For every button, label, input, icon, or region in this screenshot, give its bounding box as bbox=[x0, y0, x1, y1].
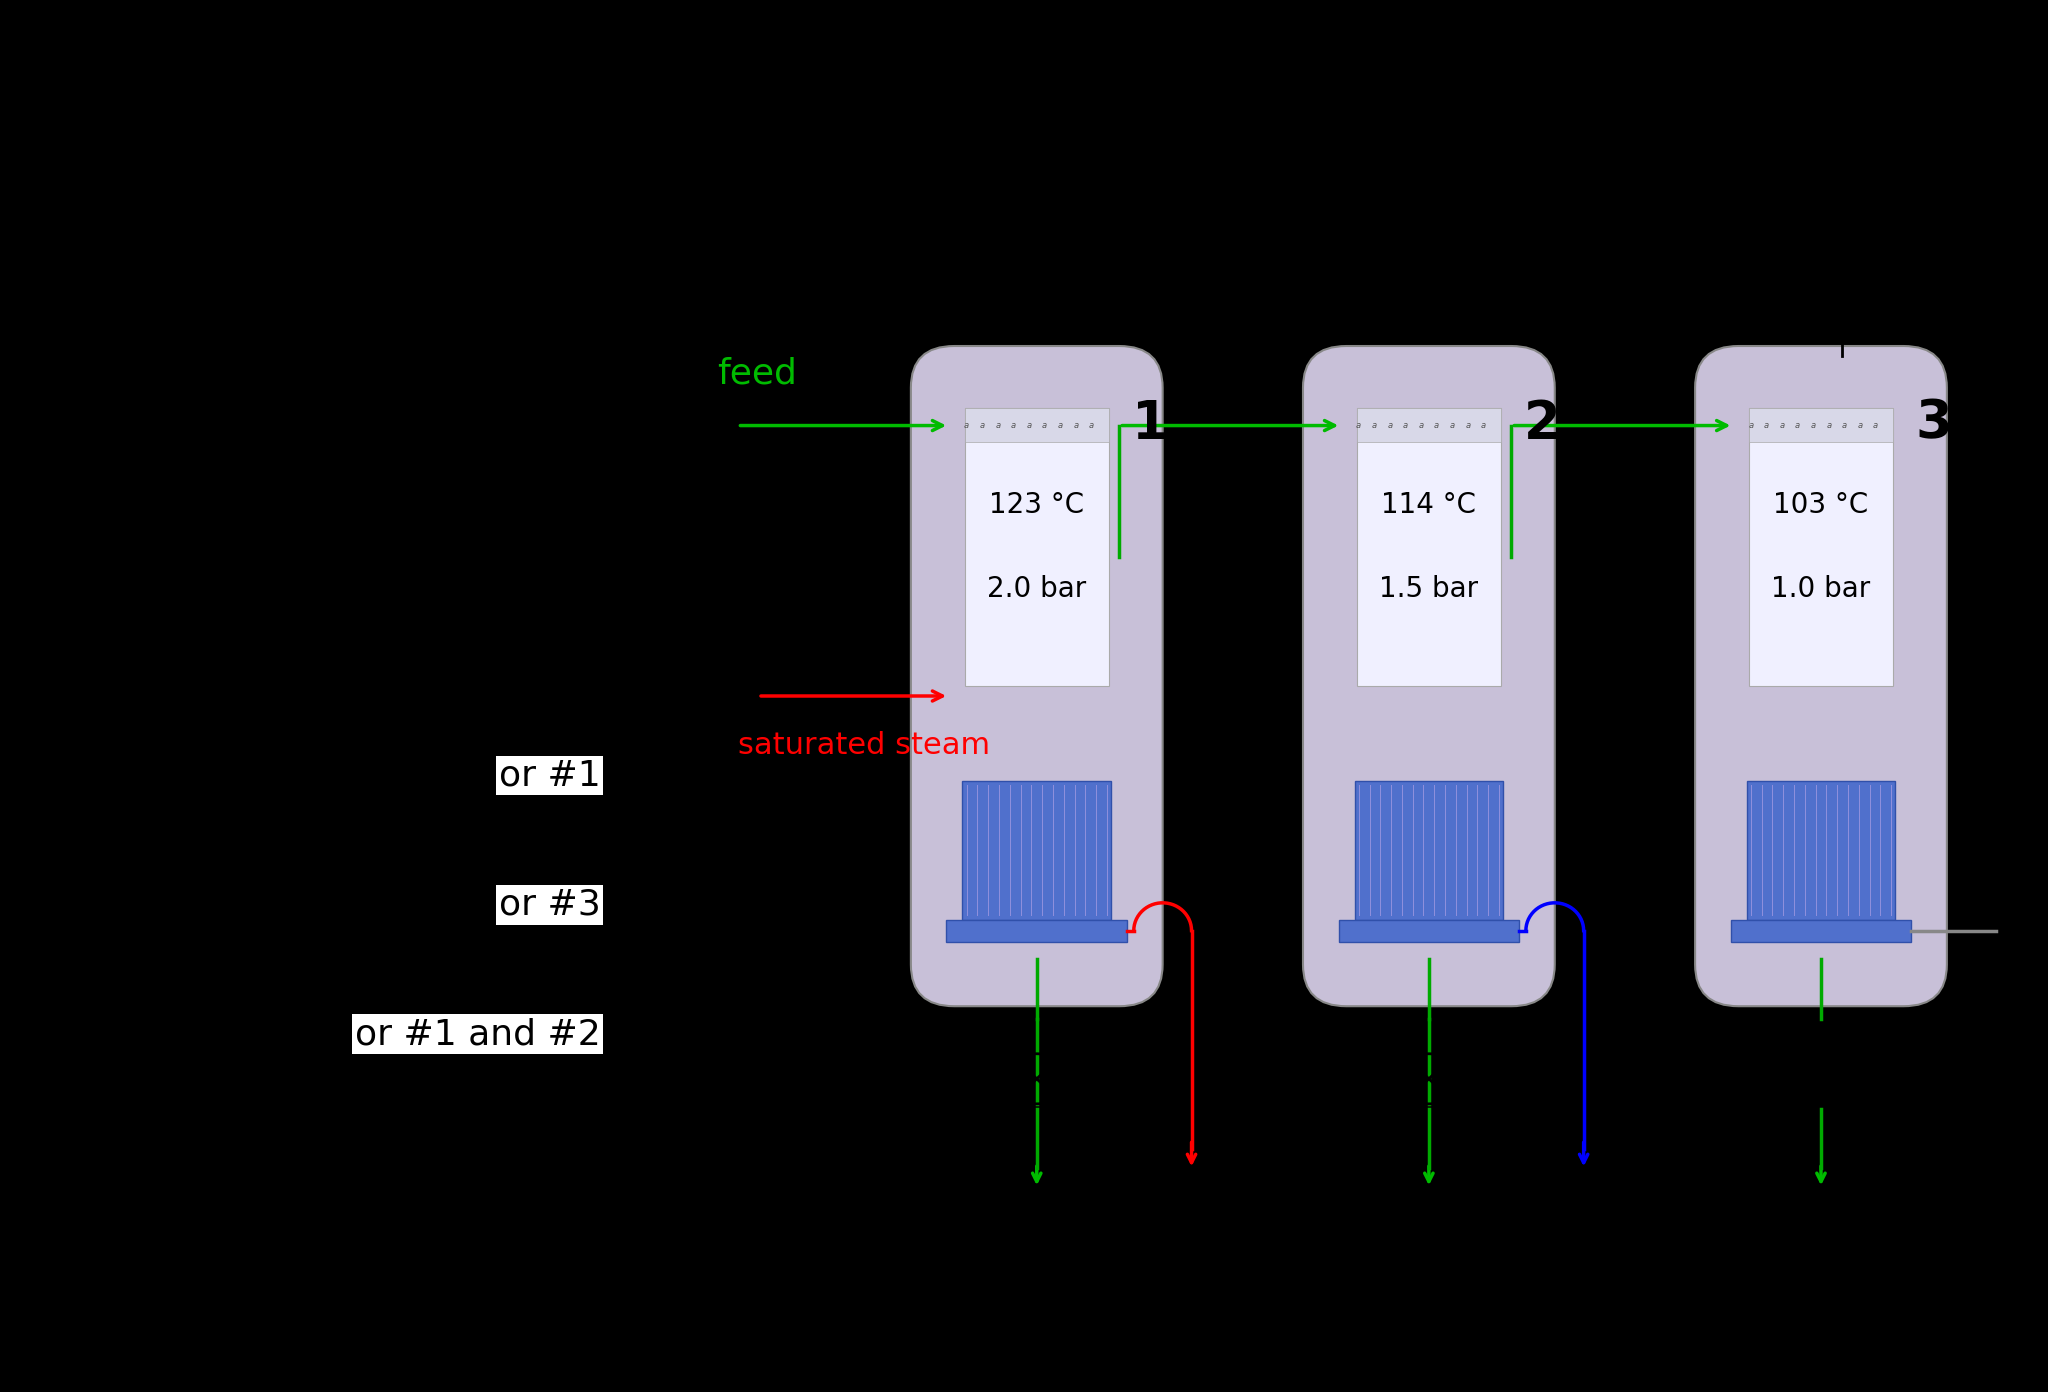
FancyBboxPatch shape bbox=[1303, 347, 1554, 1006]
Text: a: a bbox=[1794, 420, 1800, 430]
Text: a: a bbox=[1057, 420, 1063, 430]
Text: a: a bbox=[1841, 420, 1847, 430]
Text: a: a bbox=[1464, 420, 1470, 430]
Text: or #3: or #3 bbox=[500, 888, 600, 922]
Text: feed: feed bbox=[717, 356, 797, 391]
Text: a: a bbox=[1827, 420, 1831, 430]
Text: a: a bbox=[1780, 420, 1784, 430]
Text: a: a bbox=[1434, 420, 1440, 430]
Text: a: a bbox=[1763, 420, 1769, 430]
Text: a: a bbox=[1810, 420, 1817, 430]
Text: 114 °C: 114 °C bbox=[1380, 491, 1477, 519]
Text: 103 °C: 103 °C bbox=[1774, 491, 1868, 519]
Text: ___________: ___________ bbox=[809, 202, 1010, 235]
Text: or #1 and #2: or #1 and #2 bbox=[354, 1018, 600, 1051]
FancyBboxPatch shape bbox=[1339, 920, 1520, 941]
Text: a: a bbox=[979, 420, 985, 430]
Text: a: a bbox=[1012, 420, 1016, 430]
Text: .: . bbox=[1036, 202, 1049, 235]
Text: 2: 2 bbox=[1524, 398, 1561, 450]
FancyBboxPatch shape bbox=[1354, 781, 1503, 920]
Text: vapor stream from evaporator #2 goes: vapor stream from evaporator #2 goes bbox=[735, 60, 2019, 117]
FancyBboxPatch shape bbox=[1731, 920, 1911, 941]
Text: a: a bbox=[995, 420, 999, 430]
FancyBboxPatch shape bbox=[946, 920, 1126, 941]
Text: 123 °C: 123 °C bbox=[989, 491, 1083, 519]
Text: a: a bbox=[1090, 420, 1094, 430]
FancyBboxPatch shape bbox=[1747, 781, 1894, 920]
Text: a: a bbox=[1419, 420, 1423, 430]
Text: saturated steam: saturated steam bbox=[737, 731, 989, 760]
FancyBboxPatch shape bbox=[1749, 408, 1892, 686]
Text: a: a bbox=[1386, 420, 1393, 430]
FancyBboxPatch shape bbox=[1696, 347, 1948, 1006]
Text: a: a bbox=[1874, 420, 1878, 430]
FancyBboxPatch shape bbox=[1749, 408, 1892, 443]
Text: a: a bbox=[1073, 420, 1079, 430]
FancyBboxPatch shape bbox=[911, 347, 1163, 1006]
FancyBboxPatch shape bbox=[963, 781, 1112, 920]
Text: 2.0 bar: 2.0 bar bbox=[987, 575, 1085, 603]
FancyBboxPatch shape bbox=[965, 408, 1110, 686]
Text: a: a bbox=[1858, 420, 1862, 430]
Text: a: a bbox=[1481, 420, 1487, 430]
Text: a: a bbox=[1450, 420, 1454, 430]
FancyBboxPatch shape bbox=[1356, 408, 1501, 443]
Text: a: a bbox=[1356, 420, 1362, 430]
Text: a: a bbox=[1749, 420, 1753, 430]
FancyBboxPatch shape bbox=[965, 408, 1110, 443]
Text: a: a bbox=[1042, 420, 1047, 430]
Text: a: a bbox=[965, 420, 969, 430]
FancyBboxPatch shape bbox=[1356, 408, 1501, 686]
Text: 1: 1 bbox=[1133, 398, 1169, 450]
Text: or #1: or #1 bbox=[500, 759, 600, 792]
Text: a: a bbox=[1372, 420, 1376, 430]
Text: a: a bbox=[1403, 420, 1409, 430]
Text: 3: 3 bbox=[1917, 398, 1952, 450]
Text: 1.0 bar: 1.0 bar bbox=[1772, 575, 1870, 603]
Text: a: a bbox=[1026, 420, 1032, 430]
Text: 1.5 bar: 1.5 bar bbox=[1378, 575, 1479, 603]
